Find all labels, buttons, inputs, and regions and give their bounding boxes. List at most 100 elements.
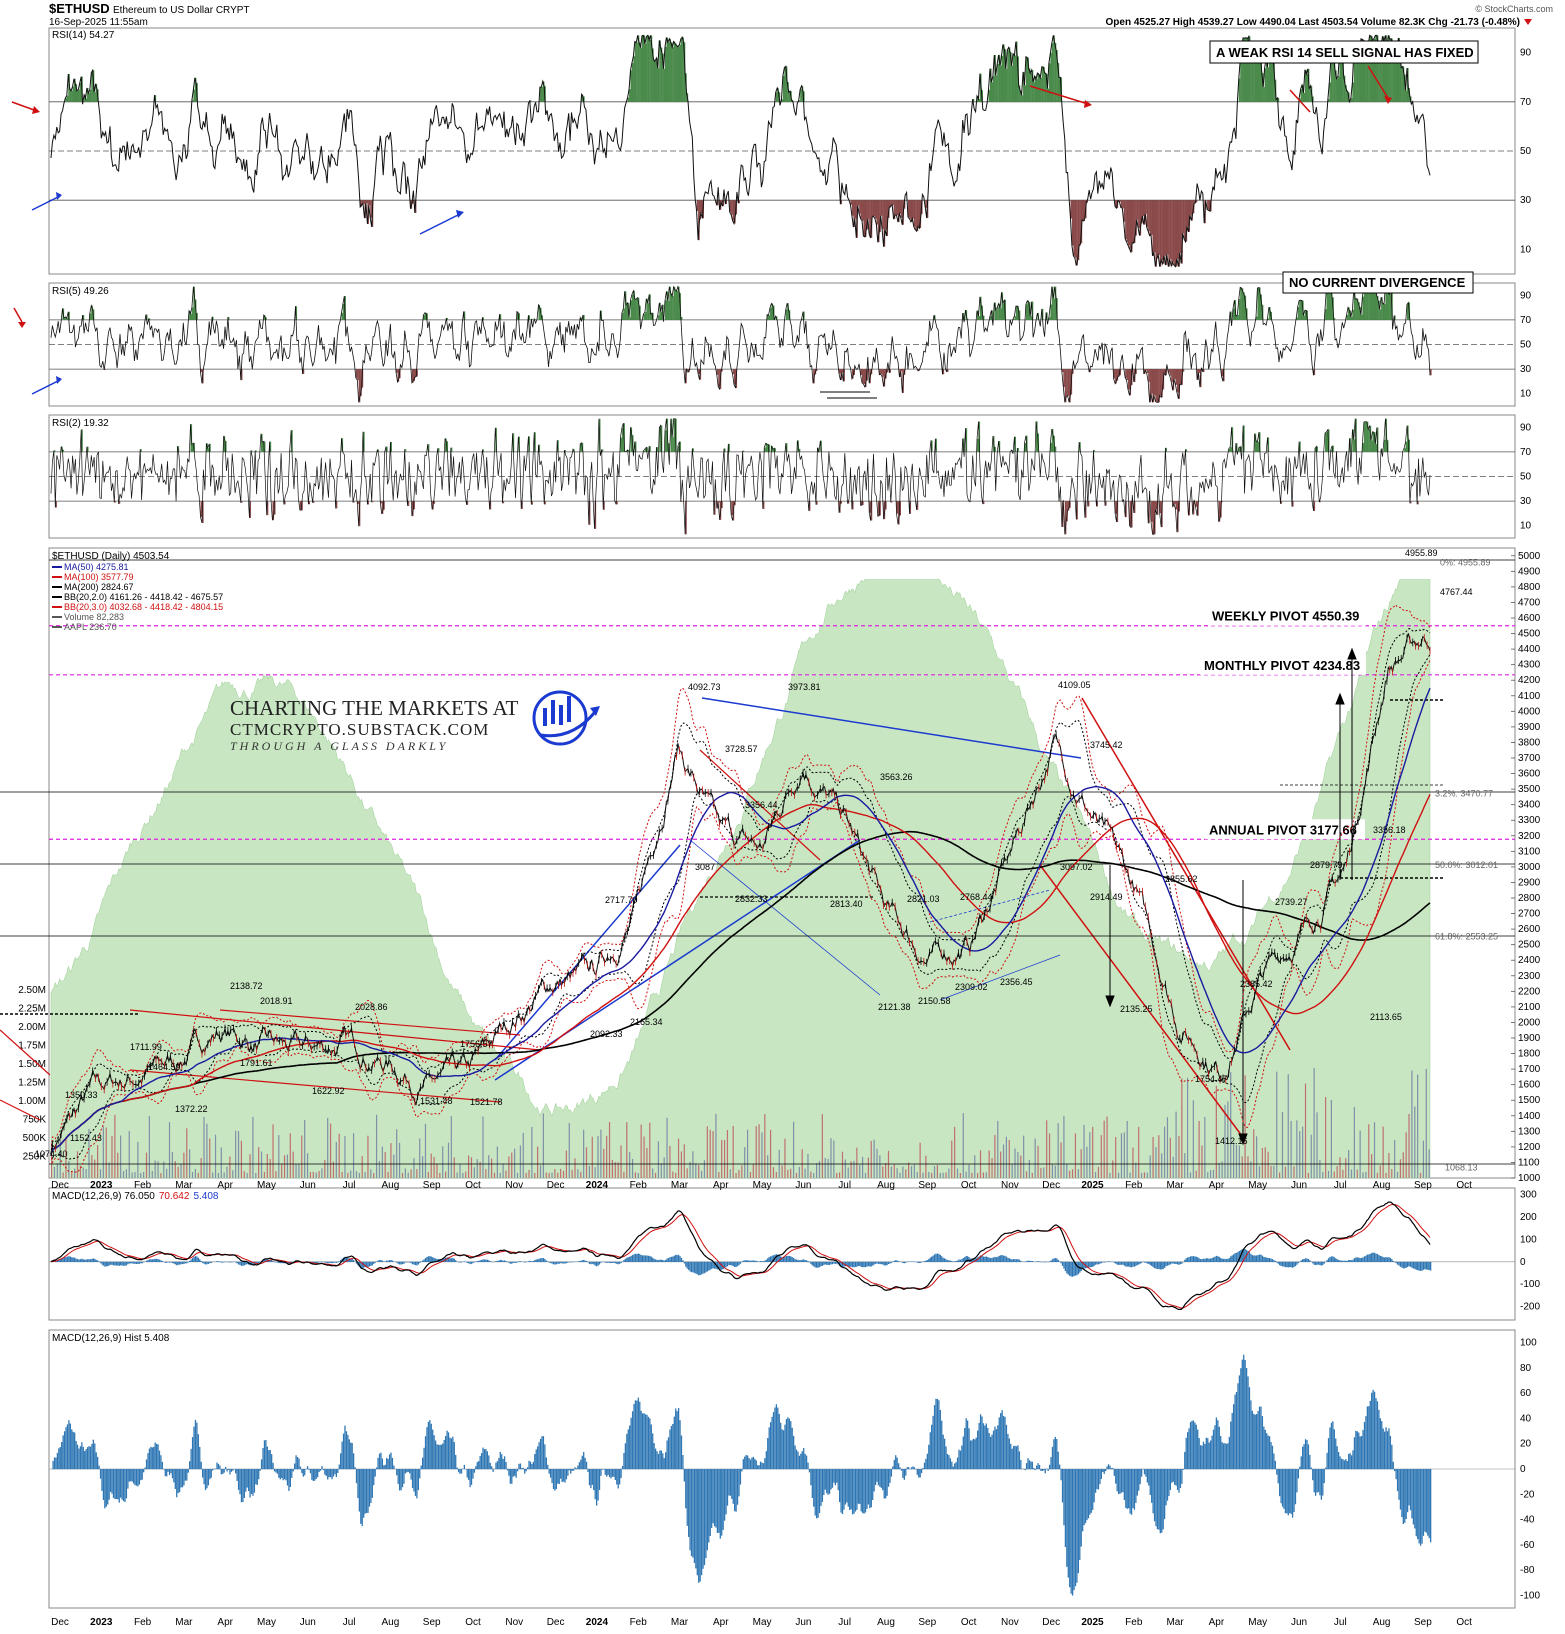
macd-hist-bar <box>1248 1252 1251 1263</box>
oversold-fill <box>680 501 683 502</box>
oversold-fill <box>857 200 860 206</box>
volume-bar <box>295 1164 297 1178</box>
macd-hist-bar <box>699 1261 701 1276</box>
hist-bar <box>815 1469 818 1519</box>
overbought-fill <box>1362 39 1365 102</box>
macd-hist-bar <box>857 1261 859 1267</box>
oversold-fill <box>851 369 854 379</box>
hist-bar <box>89 1446 92 1470</box>
overbought-fill <box>1050 52 1052 102</box>
overbought-fill <box>528 315 531 320</box>
volume-bar <box>623 1171 625 1178</box>
oversold-fill <box>982 501 985 505</box>
macd-hist-bar <box>1106 1261 1108 1263</box>
macd-hist-bar <box>393 1261 395 1263</box>
hist-bar <box>409 1469 411 1474</box>
macd-hist-bar <box>1073 1261 1075 1277</box>
hist-bar <box>952 1466 954 1470</box>
macd-hist-bar <box>712 1261 714 1269</box>
hist-bar <box>171 1469 174 1479</box>
peak-label: 3973.81 <box>788 682 821 692</box>
hist-bar <box>765 1451 767 1470</box>
oversold-fill <box>240 501 243 503</box>
hist-bar <box>99 1469 102 1479</box>
hist-bar <box>669 1429 671 1470</box>
macd-hist-bar <box>327 1261 329 1264</box>
macd-hist-bar <box>1064 1261 1067 1272</box>
hist-bar <box>1310 1467 1312 1470</box>
macd-hist-bar <box>555 1261 558 1265</box>
hist-bar <box>154 1442 156 1470</box>
macd-hist-bar <box>801 1259 803 1263</box>
macd-label: MACD(12,26,9) 76.050 70.642 5.408 <box>52 1191 219 1202</box>
oversold-fill <box>1126 369 1129 381</box>
hist-bar <box>964 1428 966 1470</box>
volume-bar <box>1207 1172 1209 1178</box>
macd-hist-bar <box>164 1261 166 1263</box>
hist-bar <box>367 1469 369 1513</box>
oversold-fill <box>877 200 880 243</box>
hist-bar <box>992 1430 995 1470</box>
macd-hist-bar <box>617 1261 619 1265</box>
hist-bar <box>659 1450 661 1470</box>
macd-hist-bar <box>588 1261 591 1264</box>
hist-bar <box>539 1438 542 1470</box>
macd-hist-bar <box>1119 1261 1121 1265</box>
hist-bar <box>1024 1469 1026 1471</box>
hist-bar <box>1037 1463 1039 1470</box>
macd-hist-bar <box>660 1259 662 1263</box>
oversold-fill <box>1135 200 1137 236</box>
hist-bar <box>1082 1469 1084 1532</box>
hist-bar <box>1293 1469 1295 1513</box>
macd-hist-bar <box>892 1261 894 1263</box>
macd-hist-bar <box>446 1257 448 1263</box>
macd-hist-bar <box>1113 1261 1115 1263</box>
macd-hist-bar <box>1169 1261 1172 1265</box>
hist-bar <box>370 1469 372 1503</box>
macd-hist-bar <box>850 1261 852 1267</box>
overbought-fill <box>1258 43 1261 102</box>
hist-bar <box>807 1462 809 1470</box>
hist-bar <box>1020 1459 1022 1470</box>
macd-hist-bar <box>985 1256 987 1263</box>
overbought-fill <box>1383 41 1386 102</box>
hist-bar <box>263 1440 266 1470</box>
osc-axis-tick: 90 <box>1520 422 1532 433</box>
overbought-fill <box>583 314 585 320</box>
overbought-fill <box>997 307 999 320</box>
oversold-fill <box>1074 200 1077 258</box>
macd-hist-bar <box>1320 1261 1323 1266</box>
hist-bar <box>434 1440 437 1470</box>
macd-hist-bar <box>1015 1259 1018 1263</box>
overbought-fill <box>680 38 683 102</box>
oversold-fill <box>1185 200 1188 242</box>
hist-bar <box>598 1469 601 1490</box>
hist-bar <box>938 1400 940 1470</box>
overbought-fill <box>223 435 226 452</box>
volume-bar <box>212 1172 214 1178</box>
macd-hist-bar <box>532 1260 535 1263</box>
macd-hist-bar <box>768 1256 770 1263</box>
overbought-fill <box>1011 65 1014 102</box>
overbought-fill <box>1378 45 1380 102</box>
volume-bar <box>117 1152 119 1178</box>
macd-hist-bar <box>321 1261 323 1263</box>
overbought-fill <box>742 450 745 452</box>
hist-bar <box>1381 1421 1383 1470</box>
volume-bar <box>965 1171 967 1178</box>
volume-bar <box>908 1162 910 1178</box>
overbought-fill <box>782 75 785 102</box>
oversold-fill <box>698 369 700 374</box>
macd-hist-bar <box>905 1261 907 1263</box>
legend-item: MA(100) 3577.79 <box>64 572 134 582</box>
overbought-fill <box>1368 429 1370 452</box>
overbought-fill <box>1388 35 1390 102</box>
hist-bar <box>76 1444 79 1470</box>
oversold-fill <box>1070 200 1073 219</box>
macd-hist-bar <box>695 1261 697 1274</box>
volume-bar <box>304 1119 306 1178</box>
volume-bar <box>657 1141 660 1178</box>
volume-bar <box>1181 1078 1183 1178</box>
price-axis-tick: 3700 <box>1518 753 1541 764</box>
overbought-fill <box>601 449 604 452</box>
